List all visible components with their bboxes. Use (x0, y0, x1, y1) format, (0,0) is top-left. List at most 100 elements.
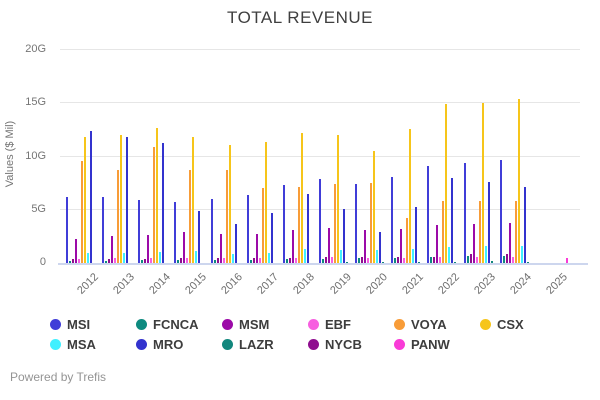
bar-MSA-2016[interactable] (231, 254, 234, 263)
bar-MSM-2015[interactable] (183, 232, 186, 263)
bar-MSI-2015[interactable] (174, 202, 177, 263)
bar-MSI-2022[interactable] (427, 166, 430, 263)
bar-NYCB-2012[interactable] (72, 259, 74, 263)
bar-EBF-2021[interactable] (403, 258, 406, 263)
bar-FCNCA-2019[interactable] (321, 259, 324, 263)
bar-MSA-2020[interactable] (376, 250, 379, 263)
bar-MSM-2018[interactable] (291, 230, 294, 263)
bar-CSX-2021[interactable] (409, 129, 412, 263)
bar-CSX-2017[interactable] (264, 142, 267, 263)
bar-NYCB-2016[interactable] (216, 258, 219, 263)
bar-MRO-2014[interactable] (162, 143, 165, 263)
bar-CSX-2014[interactable] (156, 128, 159, 263)
bar-FCNCA-2017[interactable] (249, 260, 252, 263)
legend-item-NYCB[interactable]: NYCB (308, 336, 394, 353)
bar-MRO-2024[interactable] (523, 187, 526, 263)
bar-MSA-2018[interactable] (303, 249, 306, 263)
bar-MRO-2020[interactable] (379, 232, 382, 263)
bar-MSI-2014[interactable] (138, 200, 141, 263)
legend-item-FCNCA[interactable]: FCNCA (136, 316, 222, 333)
bar-EBF-2024[interactable] (511, 257, 514, 263)
bar-EBF-2020[interactable] (367, 258, 370, 263)
bar-VOYA-2022[interactable] (442, 201, 445, 263)
bar-MSA-2015[interactable] (195, 251, 198, 263)
bar-MRO-2012[interactable] (90, 131, 92, 263)
bar-MSI-2020[interactable] (355, 184, 358, 263)
bar-MRO-2015[interactable] (198, 211, 201, 263)
bar-CSX-2020[interactable] (373, 151, 376, 263)
bar-NYCB-2024[interactable] (505, 254, 508, 263)
bar-MSM-2021[interactable] (400, 229, 403, 263)
bar-EBF-2013[interactable] (114, 258, 117, 263)
bar-MSA-2024[interactable] (520, 246, 523, 263)
bar-CSX-2024[interactable] (517, 99, 520, 263)
bar-CSX-2015[interactable] (192, 137, 195, 263)
bar-MSI-2023[interactable] (463, 163, 466, 263)
bar-MSI-2018[interactable] (282, 185, 285, 263)
bar-LAZR-2019[interactable] (345, 262, 348, 263)
bar-NYCB-2018[interactable] (288, 258, 291, 263)
bar-MSM-2020[interactable] (364, 230, 367, 263)
bar-MSA-2019[interactable] (339, 250, 342, 263)
bar-VOYA-2012[interactable] (81, 161, 83, 263)
bar-NYCB-2022[interactable] (433, 257, 436, 263)
legend-item-MRO[interactable]: MRO (136, 336, 222, 353)
bar-MSI-2024[interactable] (499, 160, 502, 263)
bar-EBF-2019[interactable] (330, 257, 333, 263)
bar-CSX-2019[interactable] (336, 135, 339, 263)
bar-FCNCA-2013[interactable] (105, 261, 108, 263)
bar-CSX-2023[interactable] (481, 103, 484, 263)
bar-NYCB-2019[interactable] (324, 257, 327, 263)
bar-MSM-2023[interactable] (472, 224, 475, 263)
bar-MSA-2013[interactable] (123, 253, 126, 263)
bar-MSA-2021[interactable] (412, 249, 415, 263)
bar-MRO-2018[interactable] (306, 194, 309, 263)
bar-FCNCA-2023[interactable] (466, 256, 469, 263)
bar-VOYA-2013[interactable] (117, 170, 120, 263)
bar-MSI-2019[interactable] (318, 179, 321, 263)
bar-LAZR-2022[interactable] (454, 262, 457, 263)
bar-VOYA-2015[interactable] (189, 170, 192, 263)
bar-MRO-2022[interactable] (451, 178, 454, 263)
bar-FCNCA-2022[interactable] (430, 257, 433, 263)
legend-item-LAZR[interactable]: LAZR (222, 336, 308, 353)
bar-MRO-2023[interactable] (487, 182, 490, 263)
legend-item-MSA[interactable]: MSA (50, 336, 136, 353)
bar-MRO-2019[interactable] (342, 209, 345, 263)
bar-MSM-2012[interactable] (75, 239, 77, 263)
bar-FCNCA-2015[interactable] (177, 260, 180, 263)
legend-item-PANW[interactable]: PANW (394, 336, 480, 353)
bar-CSX-2022[interactable] (445, 104, 448, 263)
bar-CSX-2012[interactable] (84, 137, 86, 263)
bar-LAZR-2020[interactable] (382, 262, 385, 263)
bar-MRO-2021[interactable] (415, 207, 418, 263)
bar-NYCB-2020[interactable] (361, 257, 364, 263)
bar-VOYA-2024[interactable] (514, 201, 517, 263)
bar-EBF-2016[interactable] (222, 258, 225, 263)
bar-EBF-2012[interactable] (78, 259, 80, 263)
bar-EBF-2014[interactable] (150, 258, 153, 263)
bar-NYCB-2014[interactable] (144, 259, 147, 263)
bar-EBF-2017[interactable] (258, 258, 261, 263)
bar-MRO-2013[interactable] (126, 137, 129, 263)
bar-NYCB-2015[interactable] (180, 258, 183, 263)
legend-item-VOYA[interactable]: VOYA (394, 316, 480, 333)
bar-MSI-2012[interactable] (66, 197, 68, 263)
bar-VOYA-2019[interactable] (333, 184, 336, 263)
bar-LAZR-2021[interactable] (418, 262, 421, 263)
bar-VOYA-2023[interactable] (478, 201, 481, 263)
bar-FCNCA-2018[interactable] (285, 259, 288, 263)
bar-VOYA-2017[interactable] (261, 188, 264, 263)
bar-MSA-2012[interactable] (87, 253, 89, 263)
bar-FCNCA-2024[interactable] (502, 256, 505, 263)
bar-MSI-2016[interactable] (210, 199, 213, 263)
bar-LAZR-2024[interactable] (526, 262, 529, 263)
bar-LAZR-2023[interactable] (490, 261, 493, 263)
bar-MRO-2017[interactable] (270, 213, 273, 263)
bar-FCNCA-2020[interactable] (358, 258, 361, 263)
bar-EBF-2022[interactable] (439, 257, 442, 263)
bar-MSM-2019[interactable] (327, 228, 330, 263)
bar-MSA-2014[interactable] (159, 252, 162, 263)
legend-item-MSM[interactable]: MSM (222, 316, 308, 333)
bar-VOYA-2016[interactable] (225, 170, 228, 263)
